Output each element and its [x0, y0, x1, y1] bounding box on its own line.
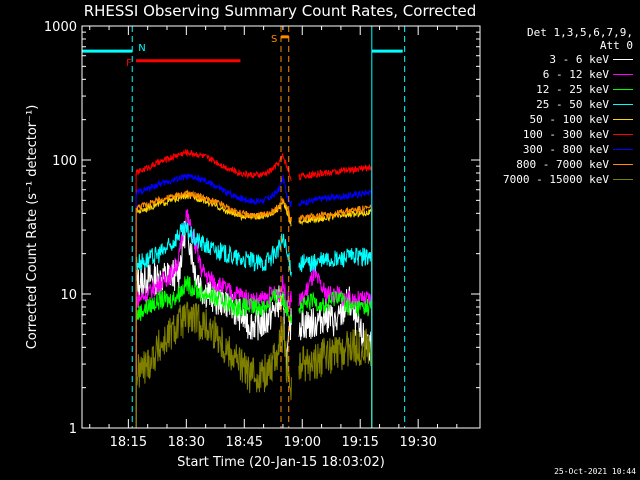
- legend-header-detectors: Det 1,3,5,6,7,9,: [527, 26, 633, 39]
- legend-label: 7000 - 15000 keV: [503, 173, 609, 186]
- legend-label: 50 - 100 keV: [529, 113, 609, 126]
- series-line-100-300kev: [135, 148, 372, 181]
- legend-label: 6 - 12 keV: [542, 68, 609, 81]
- series-line-300-800kev: [135, 173, 373, 208]
- y-tick-label: 1: [69, 422, 77, 437]
- chart-legend: Det 1,3,5,6,7,9, Att 0 3 - 6 keV 6 - 12 k…: [483, 26, 633, 187]
- x-tick-label: 19:30: [399, 435, 436, 450]
- series-line-800-7000kev: [135, 189, 373, 222]
- y-tick-label: 10: [60, 288, 77, 303]
- x-tick-label: 18:15: [110, 435, 147, 450]
- legend-item: 300 - 800 keV: [483, 142, 633, 157]
- y-tick-label: 100: [52, 154, 77, 169]
- y-axis-label: Corrected Count Rate (s⁻¹ detector⁻¹): [25, 105, 40, 350]
- y-tick-label: 1000: [44, 20, 77, 35]
- chart-title: RHESSI Observing Summary Count Rates, Co…: [83, 2, 477, 20]
- legend-swatch: [613, 119, 633, 120]
- legend-item: 7000 - 15000 keV: [483, 172, 633, 187]
- legend-swatch: [613, 149, 633, 150]
- legend-swatch: [613, 179, 633, 180]
- legend-item: 50 - 100 keV: [483, 112, 633, 127]
- legend-item: 25 - 50 keV: [483, 97, 633, 112]
- status-bar-label: F: [126, 58, 132, 69]
- legend-label: 25 - 50 keV: [536, 98, 609, 111]
- legend-swatch: [613, 164, 633, 165]
- x-tick-label: 18:30: [168, 435, 205, 450]
- x-tick-label: 19:15: [341, 435, 378, 450]
- legend-label: 3 - 6 keV: [549, 53, 609, 66]
- legend-item: 6 - 12 keV: [483, 67, 633, 82]
- legend-item: 3 - 6 keV: [483, 52, 633, 67]
- series-line-25-50kev: [135, 221, 373, 278]
- legend-label: 300 - 800 keV: [522, 143, 609, 156]
- legend-label: 12 - 25 keV: [536, 83, 609, 96]
- legend-swatch: [613, 134, 633, 135]
- legend-label: 800 - 7000 keV: [516, 158, 609, 171]
- legend-label: 100 - 300 keV: [522, 128, 609, 141]
- series-line-7000-15000kev: [135, 301, 373, 401]
- legend-swatch: [613, 59, 633, 60]
- generation-timestamp: 25-Oct-2021 10:44: [554, 467, 636, 476]
- legend-swatch: [613, 89, 633, 90]
- legend-header-attenuator: Att 0: [599, 39, 633, 52]
- legend-item: 12 - 25 keV: [483, 82, 633, 97]
- status-bar-label: N: [138, 43, 145, 54]
- x-tick-label: 18:45: [226, 435, 263, 450]
- legend-swatch: [613, 74, 633, 75]
- status-bar-label: S: [271, 34, 277, 45]
- legend-item: 100 - 300 keV: [483, 127, 633, 142]
- plot-frame: [81, 25, 481, 429]
- series-line-12-25kev: [135, 275, 373, 324]
- x-tick-label: 19:00: [284, 435, 321, 450]
- legend-item: 800 - 7000 keV: [483, 157, 633, 172]
- x-axis-label: Start Time (20-Jan-15 18:03:02): [177, 455, 385, 470]
- legend-swatch: [613, 104, 633, 105]
